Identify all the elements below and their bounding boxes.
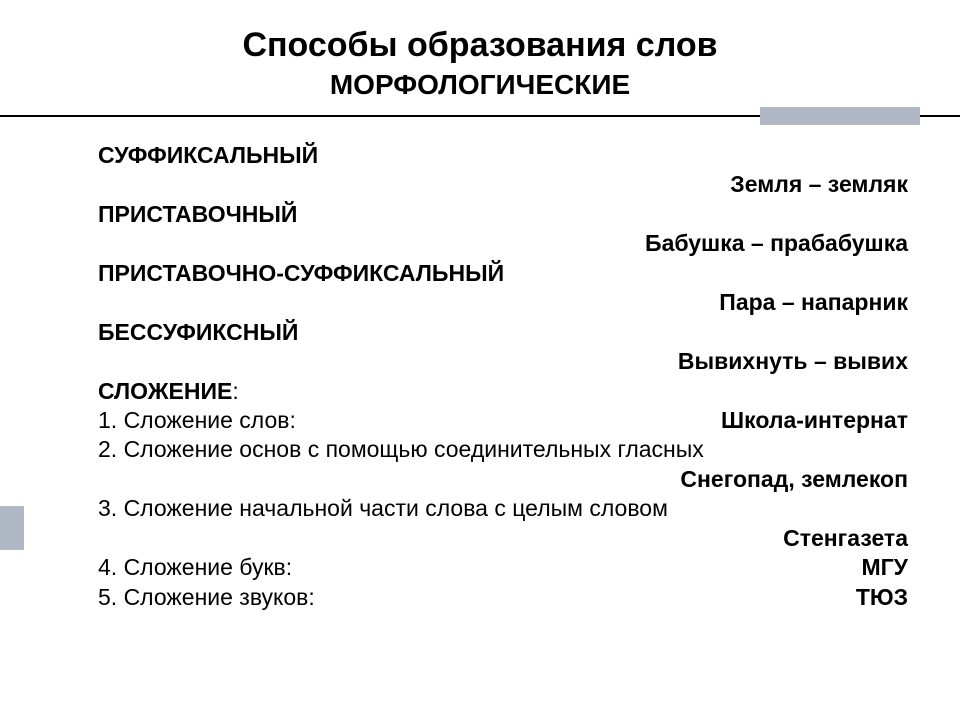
compound-item-example: МГУ xyxy=(861,553,908,582)
left-accent-bar xyxy=(0,506,24,550)
compound-item-example: Снегопад, землекоп xyxy=(98,465,908,494)
compound-header: СЛОЖЕНИЕ xyxy=(98,378,232,404)
method-example: Вывихнуть – вывих xyxy=(98,347,908,376)
method-example: Пара – напарник xyxy=(98,288,908,317)
compound-item-label: 4. Сложение букв: xyxy=(98,553,292,582)
method-name: СУФФИКСАЛЬНЫЙ xyxy=(98,141,908,170)
slide: Способы образования слов МОРФОЛОГИЧЕСКИЕ… xyxy=(0,26,960,720)
compound-item: 1. Сложение слов: Школа-интернат xyxy=(98,406,908,435)
compound-item: 5. Сложение звуков: ТЮЗ xyxy=(98,583,908,612)
compound-item-label: 1. Сложение слов: xyxy=(98,406,296,435)
method-example: Бабушка – прабабушка xyxy=(98,229,908,258)
separator-area xyxy=(0,107,960,141)
method-name: БЕССУФИКСНЫЙ xyxy=(98,318,908,347)
compound-item-example: Стенгазета xyxy=(98,524,908,553)
compound-item-label: 2. Сложение основ с помощью соединительн… xyxy=(98,435,908,464)
compound-item-example: Школа-интернат xyxy=(721,406,908,435)
compound-item-example: ТЮЗ xyxy=(856,583,908,612)
page-title: Способы образования слов xyxy=(0,26,960,65)
compound-header-line: СЛОЖЕНИЕ: xyxy=(98,377,908,406)
method-name: ПРИСТАВОЧНО-СУФФИКСАЛЬНЫЙ xyxy=(98,259,908,288)
accent-bar xyxy=(760,107,920,125)
method-example: Земля – земляк xyxy=(98,170,908,199)
compound-item: 4. Сложение букв: МГУ xyxy=(98,553,908,582)
compound-item-label: 5. Сложение звуков: xyxy=(98,583,315,612)
method-name: ПРИСТАВОЧНЫЙ xyxy=(98,200,908,229)
page-subtitle: МОРФОЛОГИЧЕСКИЕ xyxy=(0,69,960,101)
compound-item-label: 3. Сложение начальной части слова с целы… xyxy=(98,494,908,523)
compound-colon: : xyxy=(232,378,238,404)
content-body: СУФФИКСАЛЬНЫЙ Земля – земляк ПРИСТАВОЧНЫ… xyxy=(0,141,960,612)
